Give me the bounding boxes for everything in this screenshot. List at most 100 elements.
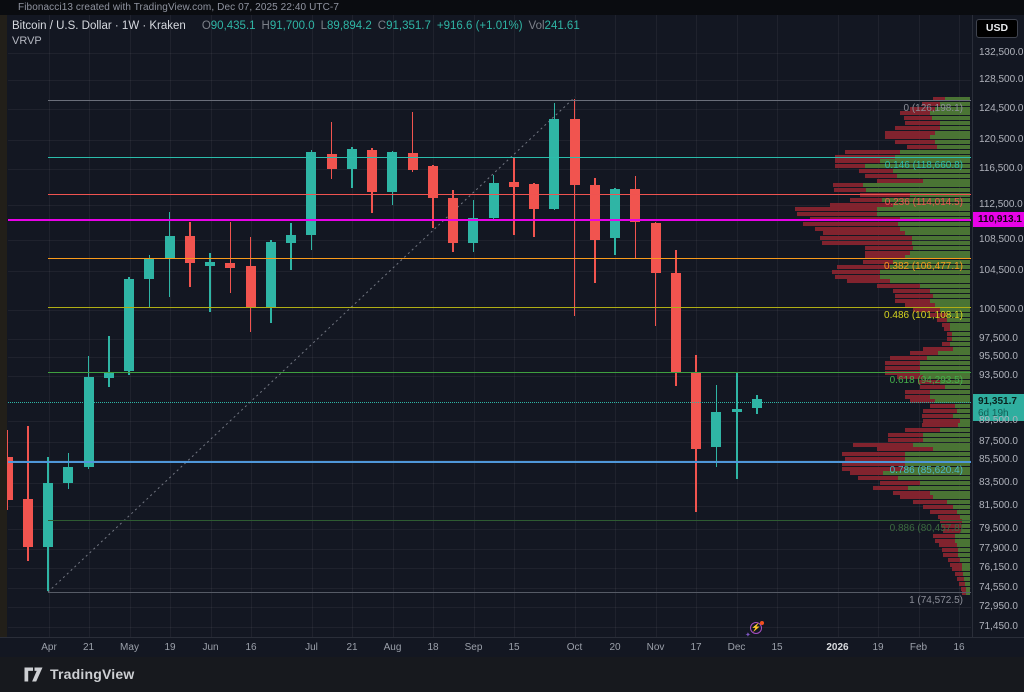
volume-profile-down-bar xyxy=(905,394,930,399)
volume-profile-up-bar xyxy=(900,226,970,231)
volume-profile-up-bar xyxy=(940,380,970,385)
volume-profile-up-bar xyxy=(920,361,970,365)
grid-line-horizontal xyxy=(8,339,971,340)
price-axis-tick: 100,500.0 xyxy=(979,304,1024,315)
time-axis[interactable]: Apr 21 May 19 Jun 16 Jul 21 Aug 18 Sep 15 Oct 20 Nov 17… xyxy=(0,637,1024,658)
price-axis-tick: 83,500.0 xyxy=(979,477,1018,488)
fib-level-line-0.146[interactable] xyxy=(48,157,971,159)
volume-profile-down-bar xyxy=(943,553,958,557)
fib-level-label-0.618: 0.618 (94,293.5) xyxy=(889,375,963,386)
candle xyxy=(43,483,53,547)
volume-value: 241.61 xyxy=(544,20,580,32)
volume-profile-down-bar xyxy=(820,236,912,241)
time-axis-tick: Aug xyxy=(383,642,402,653)
volume-profile-up-bar xyxy=(898,221,970,226)
volume-profile-down-bar xyxy=(895,293,933,298)
price-axis-tick: 112,500.0 xyxy=(979,199,1023,210)
grid-line-vertical xyxy=(514,14,515,637)
grid-line-vertical xyxy=(49,14,50,637)
candle xyxy=(346,148,357,169)
fib-level-line-1[interactable] xyxy=(48,592,971,594)
volume-profile-up-bar xyxy=(905,255,970,260)
time-axis-tick: 15 xyxy=(771,642,783,653)
volume-profile-down-bar xyxy=(905,303,935,308)
volume-profile-down-bar xyxy=(947,337,952,341)
candle-wick xyxy=(209,253,211,313)
symbol-title[interactable]: Bitcoin / U.S. Dollar · 1W · Kraken xyxy=(12,20,186,32)
candle xyxy=(711,412,722,447)
volume-profile-down-bar xyxy=(873,485,908,490)
time-axis-tick: 20 xyxy=(609,642,621,653)
horizontal-line-drawing[interactable] xyxy=(8,461,971,463)
currency-button[interactable]: USD xyxy=(976,19,1018,38)
grid-line-horizontal xyxy=(8,549,971,550)
notification-dot-icon xyxy=(760,621,764,625)
grid-line-horizontal xyxy=(8,460,971,461)
time-axis-tick: 16 xyxy=(245,642,257,653)
candle-wick xyxy=(654,221,657,327)
volume-profile-up-bar xyxy=(930,135,970,140)
volume-profile-down-bar xyxy=(885,365,920,370)
ohlc-value: 89,894.2 xyxy=(327,20,372,32)
price-axis-tick: 108,500.0 xyxy=(979,234,1024,245)
price-axis[interactable]: USD 110,913.1 91,351.7 6d 19h 132,500.0 1… xyxy=(972,14,1024,637)
price-axis-tick: 74,550.0 xyxy=(979,582,1018,593)
volume-profile-down-bar xyxy=(947,332,952,337)
time-axis-tick: Jun xyxy=(202,642,219,653)
volume-profile-down-bar xyxy=(942,322,950,327)
tradingview-logo[interactable]: TradingView xyxy=(24,666,134,682)
volume-profile-down-bar xyxy=(900,495,933,500)
grid-line-vertical xyxy=(170,14,171,637)
time-axis-tick: 21 xyxy=(82,642,95,653)
volume-profile-down-bar xyxy=(895,125,940,130)
volume-profile-down-bar xyxy=(904,116,932,121)
fib-diagonal-trendline[interactable] xyxy=(0,14,971,637)
volume-profile-up-bar xyxy=(955,533,970,538)
fib-level-line-0.382[interactable] xyxy=(48,258,971,260)
time-axis-tick: 17 xyxy=(690,642,702,653)
volume-profile-down-bar xyxy=(950,562,962,567)
price-axis-tick: 132,500.0 xyxy=(979,47,1024,58)
fib-level-line-0.486[interactable] xyxy=(48,307,971,309)
volume-profile-down-bar xyxy=(893,289,930,293)
volume-profile-up-bar xyxy=(935,399,970,404)
volume-profile-down-bar xyxy=(923,409,957,413)
volume-profile-up-bar xyxy=(930,298,970,303)
alert-price-label[interactable]: 110,913.1 xyxy=(973,211,1024,227)
volume-profile-down-bar xyxy=(835,164,865,169)
fib-level-line-0.618[interactable] xyxy=(48,372,971,374)
volume-profile-down-bar xyxy=(959,581,965,586)
volume-profile-down-bar xyxy=(913,308,940,313)
fib-level-line-0[interactable] xyxy=(48,100,971,102)
grid-line-horizontal xyxy=(8,627,971,628)
volume-profile-down-bar xyxy=(845,149,900,154)
volume-profile-up-bar xyxy=(953,413,970,418)
time-axis-tick: 21 xyxy=(346,642,358,653)
candle xyxy=(225,263,236,269)
price-axis-tick: 120,500.0 xyxy=(979,134,1024,145)
volume-profile-up-bar xyxy=(964,577,970,581)
candle xyxy=(650,223,661,274)
volume-profile-down-bar xyxy=(833,183,863,188)
bot-signal-icon[interactable]: ⚡ ✦ xyxy=(745,621,764,639)
volume-profile-down-bar xyxy=(923,346,953,351)
volume-profile-up-bar xyxy=(930,490,970,495)
chart-plot-area[interactable]: Bitcoin / U.S. Dollar · 1W · Kraken O90,4… xyxy=(0,14,971,639)
fib-level-line-0.236[interactable] xyxy=(48,194,971,196)
candle xyxy=(124,279,135,371)
time-axis-tick: May xyxy=(120,642,139,653)
volume-profile-up-bar xyxy=(863,183,970,188)
grid-line-horizontal xyxy=(8,568,971,569)
fib-level-line-0.886[interactable] xyxy=(48,520,971,522)
lightning-circle-icon: ⚡ xyxy=(750,622,762,634)
indicator-label[interactable]: VRVP xyxy=(12,35,42,47)
volume-profile-up-bar xyxy=(923,178,970,183)
grid-line-vertical xyxy=(837,14,839,637)
candle xyxy=(589,185,600,241)
fib-level-label-0.886: 0.886 (80,457.8) xyxy=(889,523,963,534)
candle xyxy=(691,371,702,449)
volume-profile-up-bar xyxy=(958,553,970,557)
alert-horizontal-line[interactable] xyxy=(8,219,971,221)
volume-profile-down-bar xyxy=(930,404,955,409)
